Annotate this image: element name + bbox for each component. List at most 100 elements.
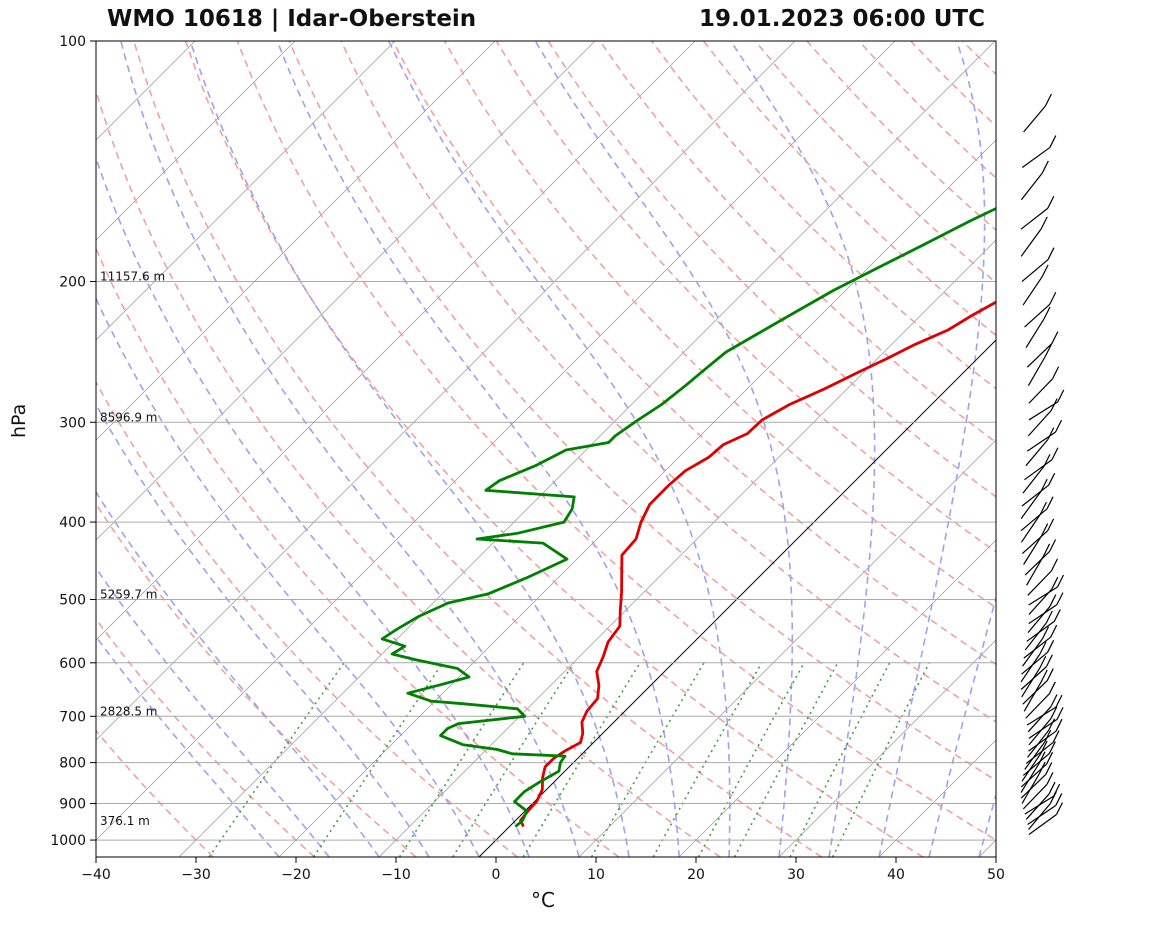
wind-barb-flag [1049,291,1057,305]
wind-barb [1025,681,1056,719]
wind-barb-staff [1022,638,1043,667]
wind-barb [1021,640,1055,675]
dry-adiabat-line [1066,41,1160,857]
height-label: 11157.6 m [100,270,165,284]
x-tick-label: −10 [381,867,411,883]
dry-adiabat-line [961,41,996,76]
wind-barb-staff [1025,793,1050,820]
isotherm-line [96,41,896,841]
isotherm-line [0,41,95,857]
y-tick-label: 500 [59,593,86,609]
isotherm-line [96,41,696,641]
plot-frame [95,40,997,858]
isotherm-line [96,41,796,741]
wind-barb-flag [1052,730,1060,743]
wind-barb [1027,343,1052,386]
wind-barb-flag [1050,694,1058,707]
wind-barb [1028,791,1057,830]
height-label: 8596.9 m [100,410,158,424]
mixing-ratio-line [831,662,931,857]
wind-barb [1028,718,1063,752]
background-lines [0,41,1160,857]
dry-adiabat-line [340,41,996,723]
wind-barb-staff [1027,410,1052,437]
wind-barb-staff [1022,465,1045,494]
wind-barb [1021,740,1048,782]
wind-barb [1022,741,1056,776]
moist-adiabat-line [276,41,680,857]
dry-adiabat-line [96,617,316,857]
dry-adiabat-line [495,41,996,553]
mixing-ratio-line [452,662,575,857]
wind-barb-flag [1055,793,1063,806]
wind-barb-flag [1051,331,1059,344]
wind-barb-flag [1038,751,1046,764]
wind-barb-staff [1025,439,1049,467]
wind-barb-flag [1057,389,1065,403]
wind-barb-staff [1020,513,1041,543]
wind-barb-flag [1047,427,1055,440]
mixing-ratio-line [652,662,763,857]
dry-adiabat-line [1118,41,1160,857]
moist-adiabat-line [96,296,480,857]
wind-barb [1022,626,1050,667]
mixing-ratio-line [789,662,891,857]
wind-barb-flag [1048,741,1056,754]
y-tick-label: 100 [59,34,86,50]
wind-barb-staff [1023,105,1046,133]
wind-barb [1025,781,1056,820]
wind-barb-flag [1049,135,1057,148]
wind-barb-flag [1045,610,1053,624]
wind-barb-flag [1041,626,1050,640]
wind-barb-flag [1053,609,1061,622]
wind-barb [1028,389,1065,421]
wind-barb-flag [1041,264,1049,278]
dry-adiabat-line [184,41,924,857]
wind-barb-staff [1021,773,1040,804]
dry-adiabat-line [96,380,518,857]
x-tick-label: 10 [587,867,605,883]
moist-adiabat-line [120,41,580,857]
wind-barb-flag [1043,543,1051,557]
chart-title-datetime: 19.01.2023 06:00 UTC [699,6,985,32]
x-tick-label: −40 [81,867,111,883]
wind-barb [1027,558,1058,596]
wind-barb-flag [1044,343,1052,357]
wind-barb-flag [1048,472,1056,486]
wind-barb-staff [1022,753,1050,776]
wind-barb-staff [1026,706,1057,726]
isotherm-line [178,41,996,857]
wind-barb [1023,93,1052,133]
wind-barb-flag [1047,640,1055,653]
wind-barb-flag [1046,668,1054,681]
isotherm-line [96,41,596,541]
height-annotations: 11157.6 m 8596.9 m 5259.7 m 2828.5 m 376.1 m [100,270,165,828]
wind-barb-flag [1048,681,1056,695]
wind-barb-flag [1039,655,1047,669]
wind-barb-staff [1021,667,1041,698]
sounding-traces [380,206,996,828]
wind-barb [1021,518,1055,555]
wind-barb-flag [1040,740,1048,754]
wind-barb-staff [1021,651,1048,675]
wind-barb [1027,694,1058,733]
isotherm-line [378,239,996,857]
wind-barb-flag [1039,501,1047,515]
x-tick-label: −20 [281,867,311,883]
wind-barb-flag [1044,93,1052,107]
dry-adiabat-line [236,41,996,842]
isotherm-line [578,439,996,857]
x-tick-label: 0 [492,867,501,883]
height-label: 2828.5 m [100,704,158,718]
wind-barb-flag [1048,781,1056,795]
wind-barb-flag [1054,419,1063,433]
wind-barb [1027,398,1058,437]
wind-barb [1021,135,1057,169]
dry-adiabat-line [96,246,620,857]
isotherm-line [878,739,996,857]
wind-barb [1028,802,1064,835]
dry-adiabat-line [96,88,721,857]
wind-barb-flag [1047,196,1055,209]
wind-barb-flag [1050,558,1058,572]
wind-barb [1022,454,1051,494]
